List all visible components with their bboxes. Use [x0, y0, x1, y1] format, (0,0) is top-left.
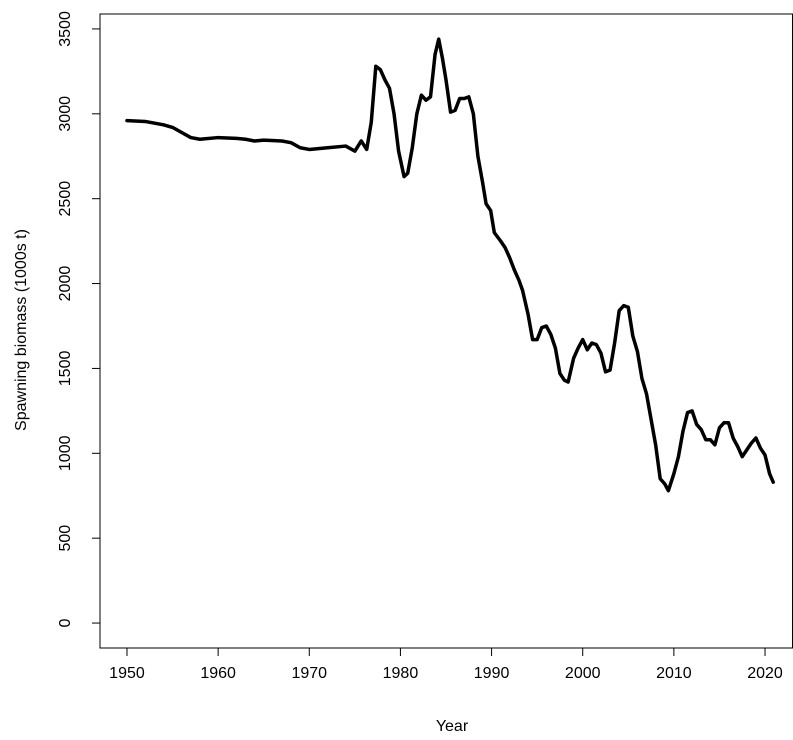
y-tick-label: 3500 [57, 11, 74, 47]
y-tick-label: 500 [57, 525, 74, 552]
y-tick-label: 2000 [57, 266, 74, 302]
y-tick-label: 3000 [57, 96, 74, 132]
y-tick-label: 2500 [57, 181, 74, 217]
x-tick-label: 2000 [565, 665, 601, 682]
x-tick-label: 1980 [383, 665, 419, 682]
y-tick-label: 0 [57, 619, 74, 628]
x-tick-label: 2010 [656, 665, 692, 682]
x-axis-label: Year [436, 718, 469, 735]
x-tick-label: 2020 [747, 665, 783, 682]
plot-frame [99, 13, 793, 649]
x-tick-label: 1960 [200, 665, 236, 682]
data-line [125, 37, 775, 493]
x-tick-label: 1990 [474, 665, 510, 682]
y-axis-label: Spawning biomass (1000s t) [13, 229, 30, 431]
x-tick-label: 1950 [109, 665, 145, 682]
x-tick-label: 1970 [291, 665, 327, 682]
y-tick-label: 1500 [57, 351, 74, 387]
y-tick-label: 1000 [57, 435, 74, 471]
